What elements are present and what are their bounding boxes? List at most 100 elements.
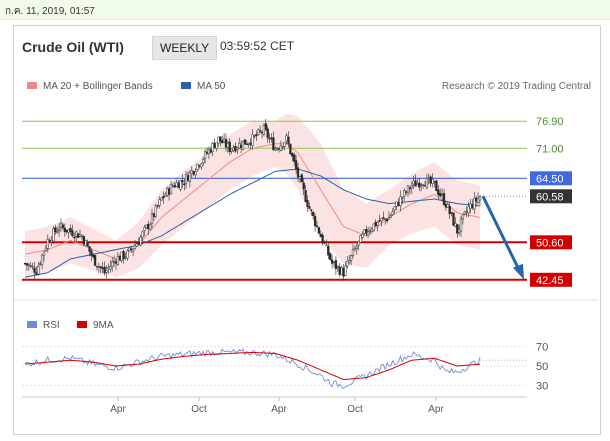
candle-body <box>336 266 339 268</box>
rsi-tick-30: 30 <box>536 380 548 392</box>
candle-body <box>243 139 247 145</box>
rsi-tick-50: 50 <box>536 361 548 373</box>
candle-body <box>80 235 84 237</box>
candle-body <box>61 224 65 228</box>
candle-body <box>274 148 277 151</box>
candle-body <box>219 136 222 142</box>
candle-body <box>312 212 315 216</box>
candle-body <box>124 256 127 259</box>
candle-body <box>35 272 38 275</box>
candle-body <box>166 187 169 196</box>
candle-body <box>270 137 273 140</box>
candle-body <box>327 246 330 256</box>
candle-body <box>435 180 438 192</box>
candle-body <box>31 266 34 268</box>
candle-body <box>406 185 410 193</box>
candle-body <box>78 234 82 237</box>
candle-body <box>75 231 78 237</box>
candle-body <box>277 148 281 150</box>
candle-body <box>285 135 288 142</box>
rsi-ma-line <box>24 352 481 381</box>
candle-body <box>95 265 99 268</box>
candle-body <box>440 194 444 196</box>
candle-body <box>313 216 317 227</box>
candle-body <box>423 185 427 187</box>
candle-body <box>82 236 85 245</box>
candle-body <box>365 229 368 234</box>
legend-9ma-swatch <box>77 321 87 328</box>
candle-body <box>128 247 131 251</box>
candle-body <box>42 251 46 256</box>
candle-body <box>461 214 465 220</box>
candle-body <box>293 154 296 162</box>
candle-body <box>145 224 148 228</box>
candle-body <box>139 236 142 246</box>
candle-body <box>207 149 211 154</box>
candle-body <box>473 197 476 210</box>
candle-body <box>334 260 338 270</box>
candle-body <box>368 230 372 233</box>
candle-body <box>304 190 307 202</box>
candle-body <box>465 211 468 213</box>
candle-body <box>262 125 266 135</box>
legend-ma50-label: MA 50 <box>197 81 226 92</box>
candle-body <box>283 142 286 147</box>
x-tick-label-apr: Apr <box>110 404 126 415</box>
candle-body <box>296 167 300 178</box>
candle-body <box>393 206 396 211</box>
candle-body <box>137 242 140 245</box>
candle-body <box>162 196 165 199</box>
legend-ma20-swatch <box>27 82 37 89</box>
candle-body <box>44 247 48 251</box>
candle-body <box>391 211 394 215</box>
candle-body <box>90 250 93 256</box>
candle-body <box>357 240 360 246</box>
candle-body <box>152 213 156 217</box>
timestamp: ก.ค. 11, 2019, 01:57 <box>5 6 95 17</box>
candle-body <box>448 205 451 214</box>
candle-body <box>439 193 442 197</box>
candle-body <box>376 222 379 226</box>
candle-body <box>101 267 104 269</box>
x-tick-label-oct: Oct <box>191 404 207 415</box>
candle-body <box>171 185 175 187</box>
candle-body <box>420 184 423 186</box>
candle-body <box>348 260 351 263</box>
x-tick-label-apr: Apr <box>428 404 444 415</box>
candle-body <box>228 141 231 152</box>
candle-body <box>403 190 406 197</box>
candle-body <box>387 217 391 220</box>
level-label-71.00: 71.00 <box>536 143 564 155</box>
candle-body <box>359 235 362 243</box>
candle-body <box>109 266 112 270</box>
candle-body <box>148 224 152 230</box>
candle-body <box>429 176 432 184</box>
legend-ma50-swatch <box>181 82 191 89</box>
candle-body <box>107 267 110 269</box>
candle-body <box>133 245 137 250</box>
level-label-42.45: 42.45 <box>536 275 564 287</box>
candle-body <box>141 231 144 238</box>
candle-body <box>454 223 457 227</box>
legend-ma20-label: MA 20 + Bollinger Bands <box>43 81 153 92</box>
candle-body <box>351 248 355 256</box>
candle-body <box>249 142 252 145</box>
candle-body <box>147 224 150 230</box>
period-button[interactable]: WEEKLY <box>152 36 218 60</box>
candle-body <box>126 250 129 259</box>
candle-body <box>99 266 102 269</box>
candle-body <box>404 191 408 193</box>
candle-body <box>190 170 193 174</box>
candle-body <box>378 220 381 222</box>
candle-body <box>211 142 214 152</box>
candle-body <box>154 205 157 217</box>
candle-body <box>23 262 27 265</box>
candle-body <box>88 246 91 252</box>
candle-body <box>150 213 154 225</box>
candle-body <box>131 248 135 252</box>
candle-body <box>399 196 402 207</box>
candle-body <box>355 246 358 249</box>
candle-body <box>257 129 260 135</box>
candle-body <box>239 144 243 148</box>
